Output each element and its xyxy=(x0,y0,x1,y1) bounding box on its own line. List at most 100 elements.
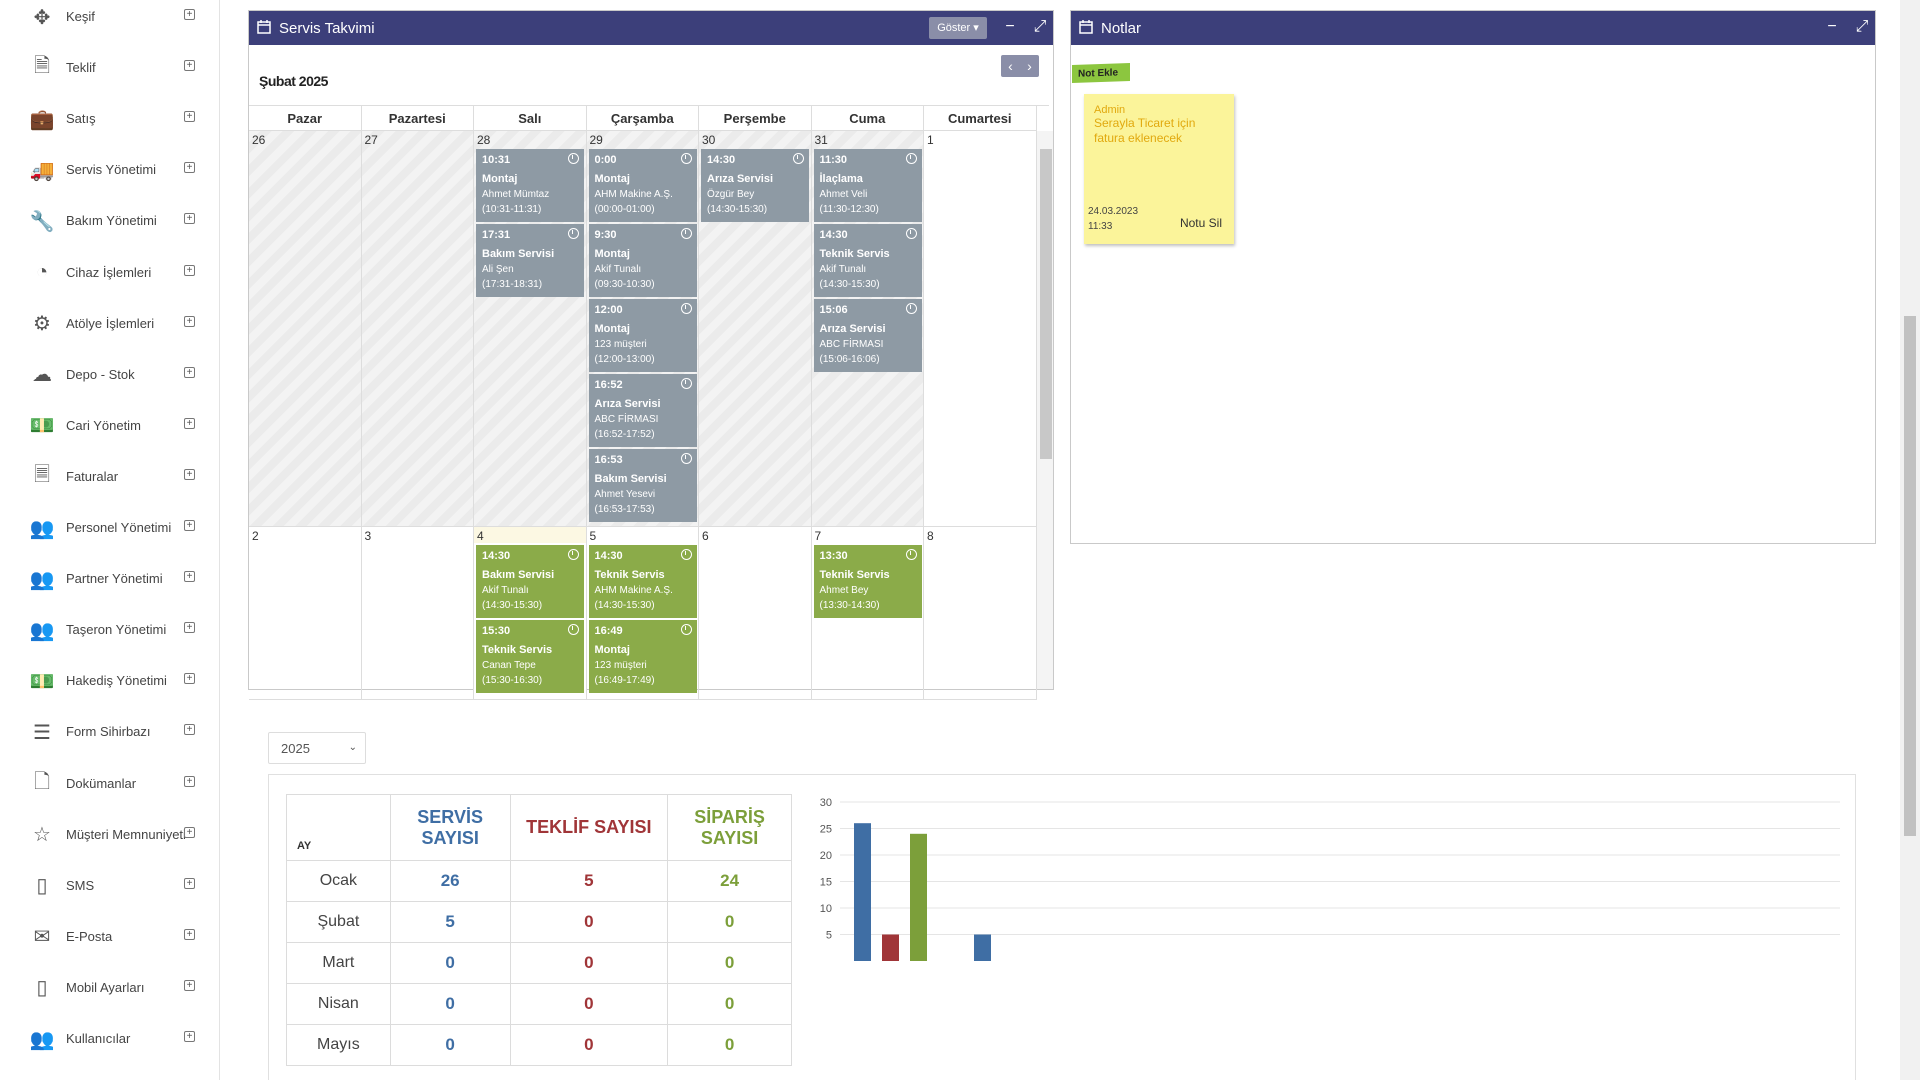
sidebar-item-label: Mobil Ayarları xyxy=(66,979,145,995)
expand-icon[interactable]: + xyxy=(184,162,195,174)
calendar-day-cell[interactable]: 6 xyxy=(699,527,812,700)
calendar-day-cell[interactable]: 29 0:00 Montaj AHM Makine A.Ş. (00:00-01:00)… xyxy=(586,131,699,527)
expand-icon[interactable]: + xyxy=(184,826,195,838)
expand-icon[interactable]: + xyxy=(184,315,195,327)
today-highlight xyxy=(474,527,586,543)
expand-icon[interactable]: + xyxy=(184,366,195,378)
event-kind: Montaj xyxy=(594,644,630,656)
calendar-day-cell[interactable]: 8 xyxy=(924,527,1037,700)
sidebar-item[interactable]: 💼 Satış + xyxy=(0,99,218,139)
calendar-day-cell[interactable]: 4 14:30 Bakım Servisi Akif Tunalı (14:30-15:… xyxy=(474,527,587,700)
calendar-event[interactable]: 14:30 Teknik Servis Akif Tunalı (14:30-15:3… xyxy=(813,224,922,297)
expand-icon[interactable]: + xyxy=(184,9,195,20)
expand-icon[interactable]: + xyxy=(184,468,195,480)
calendar-event[interactable]: 14:30 Bakım Servisi Akif Tunalı (14:30-15:3… xyxy=(476,545,584,618)
sidebar-item[interactable]: 💵 Hakediş Yönetimi + xyxy=(0,661,218,701)
expand-icon[interactable]: + xyxy=(184,724,195,736)
sidebar-item[interactable]: 👥 Personel Yönetimi + xyxy=(0,508,218,548)
calendar-day-cell[interactable]: 5 14:30 Teknik Servis AHM Makine A.Ş. (14:30… xyxy=(586,527,699,700)
calendar-event[interactable]: 13:30 Teknik Servis Ahmet Bey (13:30-14:30) xyxy=(813,545,922,618)
calendar-day-cell[interactable]: 30 14:30 Arıza Servisi Özgür Bey (14:30-15:3… xyxy=(699,131,812,527)
expand-icon[interactable]: + xyxy=(184,877,195,889)
sidebar-item-label: SMS xyxy=(66,877,95,893)
calendar-event[interactable]: 12:00 Montaj 123 müşteri (12:00-13:00) xyxy=(588,299,697,372)
sidebar-item[interactable]: ⚙ Atölye İşlemleri + xyxy=(0,304,218,344)
expand-icon[interactable]: + xyxy=(184,520,195,531)
chart-bar[interactable] xyxy=(974,934,991,962)
calendar-day-cell[interactable]: 26 xyxy=(249,131,362,527)
calendar-event[interactable]: 9:30 Montaj Akif Tunalı (09:30-10:30) xyxy=(588,224,697,297)
calendar-event[interactable]: 14:30 Arıza Servisi Özgür Bey (14:30-15:30) xyxy=(701,149,809,222)
expand-icon[interactable]: + xyxy=(184,1031,195,1042)
mobile-icon: ▯ xyxy=(36,977,48,1000)
sidebar-item[interactable]: ▯ SMS + xyxy=(0,866,218,906)
calendar-event[interactable]: 10:31 Montaj Ahmet Mümtaz (10:31-11:31) xyxy=(476,149,584,222)
calendar-event[interactable]: 15:30 Teknik Servis Canan Tepe (15:30-16:30… xyxy=(476,620,584,693)
calendar-day-cell[interactable]: 27 xyxy=(361,131,474,527)
sidebar-item[interactable]: 🔧 Bakım Yönetimi + xyxy=(0,201,218,241)
expand-icon[interactable]: + xyxy=(184,622,195,634)
chart-bar[interactable] xyxy=(910,833,927,961)
sidebar-item[interactable]: ☁ Depo - Stok + xyxy=(0,355,218,395)
sidebar-item[interactable]: 🚚 Servis Yönetimi + xyxy=(0,150,218,190)
expand-icon[interactable]: + xyxy=(184,60,195,72)
sidebar-item[interactable]: ☆ Müşteri Memnuniyeti + xyxy=(0,815,218,855)
expand-icon[interactable]: + xyxy=(184,979,195,991)
event-kind: Montaj xyxy=(594,173,630,185)
sidebar-item[interactable]: ▯ Mobil Ayarları + xyxy=(0,968,218,1008)
expand-icon[interactable]: + xyxy=(184,775,195,787)
sidebar-item[interactable]: 🗎 Teklif + xyxy=(0,48,218,88)
calendar-event[interactable]: 11:30 İlaçlama Ahmet Veli (11:30-12:30) xyxy=(813,149,922,222)
sidebar-item[interactable]: 🗋 Dokümanlar + xyxy=(0,764,218,804)
calendar-day-cell[interactable]: 31 11:30 İlaçlama Ahmet Veli (11:30-12:30) 14… xyxy=(811,131,924,527)
calendar-event[interactable]: 0:00 Montaj AHM Makine A.Ş. (00:00-01:00) xyxy=(588,149,697,222)
expand-icon[interactable]: + xyxy=(184,417,195,429)
sidebar-item[interactable]: 👥 Partner Yönetimi + xyxy=(0,559,218,599)
calendar-event[interactable]: 15:06 Arıza Servisi ABC FİRMASI (15:06-16:0… xyxy=(813,299,922,372)
calendar-day-cell[interactable]: 3 xyxy=(361,527,474,700)
expand-icon[interactable]: ⤢ xyxy=(1855,18,1869,35)
sidebar-item[interactable]: ☰ Form Sihirbazı + xyxy=(0,712,218,752)
chart-bar[interactable] xyxy=(854,823,871,961)
add-note-button[interactable]: Not Ekle xyxy=(1072,62,1130,84)
sidebar-item[interactable]: 👥 Taşeron Yönetimi + xyxy=(0,610,218,650)
calendar-event[interactable]: 16:49 Montaj 123 müşteri (16:49-17:49) xyxy=(588,620,697,693)
expand-icon[interactable]: ⤢ xyxy=(1033,18,1047,35)
event-time: 13:30 xyxy=(819,550,848,562)
calendar-scrollbar[interactable] xyxy=(1037,131,1053,689)
expand-icon[interactable]: + xyxy=(184,673,195,685)
chart-bar[interactable] xyxy=(882,934,899,962)
show-dropdown-button[interactable]: Göster ▾ xyxy=(929,17,987,39)
expand-icon[interactable]: + xyxy=(184,264,195,276)
minimize-icon[interactable]: − xyxy=(1005,18,1015,35)
prev-month-button[interactable]: ‹ xyxy=(1008,58,1013,74)
page-scrollbar[interactable] xyxy=(1900,0,1920,1080)
sidebar-item[interactable]: ◔ Cihaz İşlemleri + xyxy=(0,253,218,293)
calendar-event[interactable]: 14:30 Teknik Servis AHM Makine A.Ş. (14:30-… xyxy=(588,545,697,618)
sidebar-item[interactable]: 🗏 Faturalar + xyxy=(0,457,218,497)
calendar-day-cell[interactable]: 2 xyxy=(249,527,362,700)
expand-icon[interactable]: + xyxy=(184,111,195,123)
calendar-day-cell[interactable]: 1 xyxy=(924,131,1037,527)
expand-icon[interactable]: + xyxy=(184,928,195,940)
file-icon: 🗋 xyxy=(33,770,51,793)
delete-note-button[interactable]: Notu Sil xyxy=(1179,216,1222,230)
page-scrollbar-thumb[interactable] xyxy=(1904,316,1916,836)
next-month-button[interactable]: › xyxy=(1027,58,1032,74)
sidebar-item[interactable]: 👥 Kullanıcılar + xyxy=(0,1019,218,1059)
calendar-day-cell[interactable]: 28 10:31 Montaj Ahmet Mümtaz (10:31-11:31) 17… xyxy=(474,131,587,527)
calendar-event[interactable]: 16:52 Arıza Servisi ABC FİRMASI (16:52-17:5… xyxy=(588,374,697,447)
calendar-event[interactable]: 17:31 Bakım Servisi Ali Şen (17:31-18:31) xyxy=(476,224,584,297)
year-select[interactable]: 2025 ⌄ xyxy=(268,732,366,764)
expand-icon[interactable]: + xyxy=(184,213,195,225)
calendar-event[interactable]: 16:53 Bakım Servisi Ahmet Yesevi (16:53-17:… xyxy=(588,449,697,522)
sidebar-item[interactable]: 💵 Cari Yönetim + xyxy=(0,406,218,446)
minimize-icon[interactable]: − xyxy=(1827,18,1837,35)
sidebar-item[interactable]: ✥ Keşif + xyxy=(0,0,218,37)
event-time-range: (14:30-15:30) xyxy=(819,279,880,290)
sidebar-item[interactable]: ✉ E-Posta + xyxy=(0,917,218,957)
event-time-range: (14:30-15:30) xyxy=(707,204,768,215)
calendar-day-cell[interactable]: 7 13:30 Teknik Servis Ahmet Bey (13:30-14:30… xyxy=(811,527,924,700)
expand-icon[interactable]: + xyxy=(184,571,195,583)
calendar-scrollbar-thumb[interactable] xyxy=(1040,149,1052,459)
